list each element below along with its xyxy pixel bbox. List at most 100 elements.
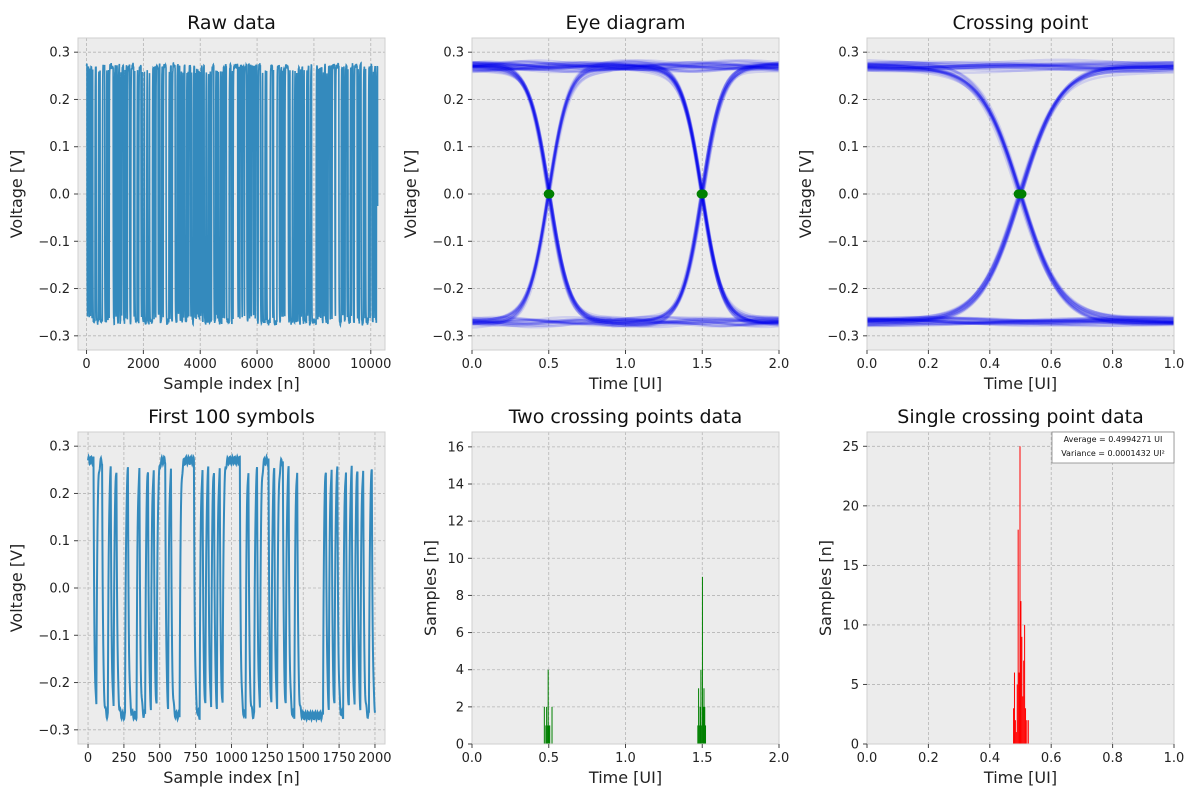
y-tick-label: 0.0 bbox=[443, 188, 464, 203]
histogram-bar bbox=[1014, 720, 1016, 744]
eye-trace bbox=[867, 317, 1174, 324]
chart-single_hist: 0.0 0.2 0.4 0.6 0.8 1.0 0 5 10 15 20 25 Single cross… bbox=[816, 406, 1184, 787]
y-tick-label: 0.2 bbox=[838, 93, 859, 108]
chart-title: Eye diagram bbox=[566, 12, 686, 34]
y-axis-label: Samples [n] bbox=[816, 540, 835, 636]
x-tick-label: 1.0 bbox=[1164, 751, 1185, 766]
eye-trace bbox=[867, 315, 1174, 323]
histogram-bar bbox=[1027, 720, 1029, 744]
eye-trace bbox=[472, 62, 779, 328]
eye-trace bbox=[472, 62, 779, 327]
eye-trace bbox=[472, 62, 779, 326]
eye-trace bbox=[867, 60, 1174, 67]
y-tick-label: 8 bbox=[456, 589, 464, 604]
y-tick-label: 5 bbox=[851, 678, 859, 693]
eye-trace bbox=[472, 60, 779, 329]
y-tick-label: −0.3 bbox=[38, 723, 70, 738]
eye-trace bbox=[472, 61, 779, 329]
crossing-marker bbox=[697, 189, 707, 199]
histogram-bar bbox=[551, 706, 553, 744]
y-tick-label: −0.1 bbox=[432, 235, 464, 250]
eye-trace bbox=[867, 64, 1174, 323]
eye-trace bbox=[472, 64, 779, 323]
eye-trace bbox=[472, 319, 779, 326]
x-tick-label: 500 bbox=[147, 751, 172, 766]
y-tick-label: 0.0 bbox=[838, 188, 859, 203]
eye-trace bbox=[867, 316, 1174, 323]
eye-trace bbox=[472, 62, 779, 325]
eye-trace bbox=[472, 318, 779, 325]
eye-trace bbox=[472, 61, 779, 328]
y-tick-label: 4 bbox=[456, 663, 464, 678]
histogram-bar bbox=[1013, 708, 1015, 744]
eye-trace bbox=[472, 61, 779, 323]
x-tick-label: 1.0 bbox=[1164, 357, 1185, 372]
x-tick-label: 0 bbox=[84, 751, 92, 766]
eye-trace bbox=[472, 66, 779, 322]
eye-trace bbox=[867, 60, 1174, 67]
eye-trace bbox=[867, 64, 1174, 71]
x-tick-label: 1.5 bbox=[692, 751, 713, 766]
x-axis-label: Sample index [n] bbox=[163, 768, 300, 787]
eye-trace bbox=[472, 62, 779, 325]
y-tick-label: −0.1 bbox=[38, 629, 70, 644]
eye-trace bbox=[472, 66, 779, 322]
y-tick-label: 2 bbox=[456, 700, 464, 715]
x-tick-label: 4000 bbox=[184, 357, 217, 372]
plot-marks bbox=[543, 576, 707, 744]
x-tick-label: 0.0 bbox=[462, 751, 483, 766]
histogram-bar bbox=[1026, 720, 1028, 744]
y-tick-label: 0.1 bbox=[838, 140, 859, 155]
x-tick-label: 6000 bbox=[241, 357, 274, 372]
eye-trace bbox=[472, 69, 779, 322]
eye-trace bbox=[867, 319, 1174, 326]
eye-trace bbox=[472, 64, 779, 325]
eye-trace bbox=[472, 315, 779, 323]
histogram-bar bbox=[1013, 672, 1015, 744]
histogram-bar bbox=[702, 706, 704, 744]
y-tick-label: 15 bbox=[842, 559, 859, 574]
plot-frame bbox=[866, 431, 1175, 745]
eye-trace bbox=[867, 317, 1174, 324]
y-tick-label: 14 bbox=[447, 478, 464, 493]
eye-trace bbox=[472, 60, 779, 325]
y-tick-label: 0.0 bbox=[49, 582, 70, 597]
eye-trace bbox=[472, 63, 779, 325]
eye-trace bbox=[472, 65, 779, 72]
chart-two_hist: 0.0 0.5 1.0 1.5 2.0 0 2 4 6 8 10 12 14 16 Two crossing… bbox=[421, 406, 789, 787]
histogram-bar bbox=[545, 725, 547, 744]
y-tick-label: −0.3 bbox=[38, 329, 70, 344]
eye-trace bbox=[867, 65, 1174, 73]
eye-trace bbox=[472, 64, 779, 326]
y-axis-label: Voltage [V] bbox=[7, 150, 26, 239]
eye-trace bbox=[472, 64, 779, 72]
eye-trace bbox=[472, 62, 779, 326]
plot-marks bbox=[87, 453, 376, 724]
eye-trace bbox=[867, 65, 1174, 72]
x-axis-label: Time [UI] bbox=[588, 374, 662, 393]
eye-trace bbox=[867, 319, 1174, 326]
chart-crossing: 0.0 0.2 0.4 0.6 0.8 1.0 −0.3 −0.2 −0.1 0.0 0.1 0.2 0… bbox=[796, 12, 1184, 393]
eye-trace bbox=[867, 63, 1174, 323]
eye-trace bbox=[472, 61, 779, 328]
histogram-bar bbox=[1020, 601, 1022, 744]
eye-trace bbox=[867, 63, 1174, 324]
x-tick-label: 10000 bbox=[350, 357, 391, 372]
eye-trace bbox=[472, 66, 779, 74]
histogram-bar bbox=[1022, 696, 1024, 744]
histogram-bar bbox=[698, 688, 700, 744]
eye-trace bbox=[472, 65, 779, 325]
eye-trace bbox=[867, 68, 1174, 321]
eye-trace bbox=[472, 64, 779, 321]
x-tick-label: 750 bbox=[183, 751, 208, 766]
y-tick-label: 6 bbox=[456, 626, 464, 641]
eye-trace bbox=[472, 66, 779, 322]
eye-trace bbox=[867, 58, 1174, 65]
eye-trace bbox=[867, 319, 1174, 327]
histogram-bar bbox=[1024, 624, 1026, 744]
eye-trace bbox=[472, 61, 779, 69]
x-tick-label: 0.0 bbox=[462, 357, 483, 372]
y-tick-label: 0.3 bbox=[49, 46, 70, 61]
y-tick-label: 0 bbox=[851, 738, 859, 753]
